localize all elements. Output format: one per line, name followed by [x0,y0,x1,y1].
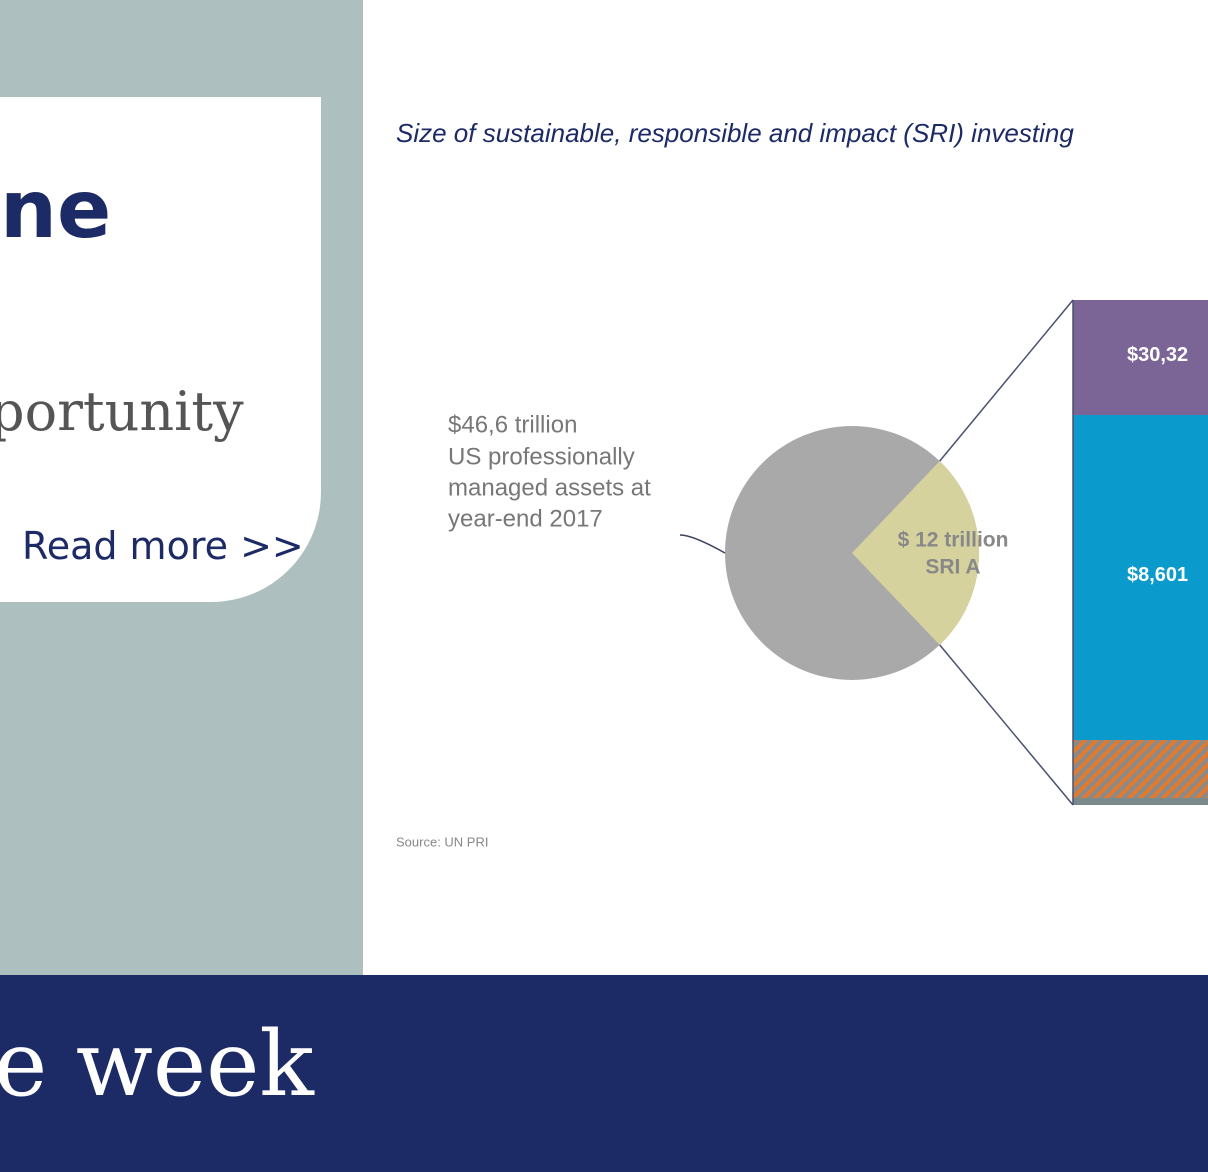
bar-base [1073,798,1208,805]
total-description: managed assets at [448,474,651,501]
connector [939,644,1074,806]
banner-text: e week [0,1012,314,1117]
read-more-link[interactable]: Read more >> [22,524,304,568]
connector [939,299,1074,462]
bar-hatch [1073,740,1208,798]
total-value-label: $46,6 trillion [448,411,577,438]
slice-value-label: $ 12 trillion [898,529,1009,552]
bar-segment [1073,415,1208,740]
card [0,97,321,602]
chart-title: Size of sustainable, responsible and imp… [396,118,1074,148]
bar-segment [1073,300,1208,415]
card-subheading: portunity [0,380,244,443]
pie-slice [852,461,979,645]
leader-line [679,534,726,554]
source: Source: UN PRI [396,834,488,849]
bar-label: $30,32 [1127,344,1188,366]
banner [0,975,1208,1172]
card-heading: ne [0,163,112,256]
total-description: US professionally [448,443,635,470]
total-description: year-end 2017 [448,505,603,532]
chart: Size of sustainable, responsible and imp… [396,118,1208,849]
bar-label: $8,601 [1127,564,1188,586]
slice-description: SRI A [925,556,980,579]
